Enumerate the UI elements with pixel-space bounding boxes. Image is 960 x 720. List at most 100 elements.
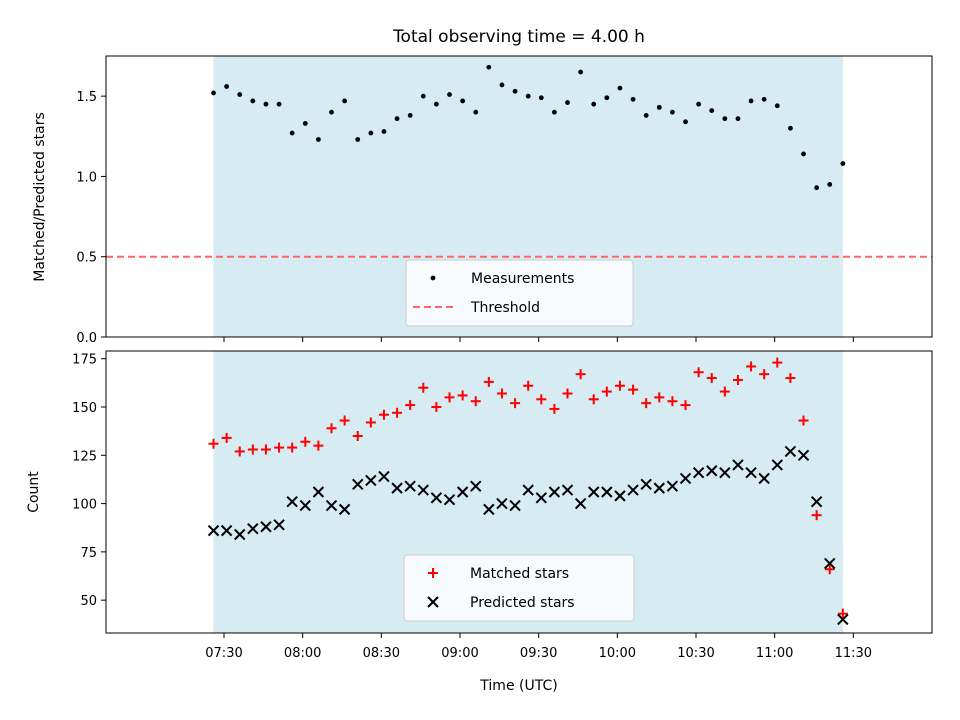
- predicted-point: [522, 484, 534, 496]
- matched-point: [837, 608, 848, 619]
- predicted-point: [391, 482, 403, 494]
- top-dot-point: [591, 101, 597, 107]
- top-dot-point: [670, 109, 675, 115]
- top-dot-point: [656, 104, 662, 110]
- top-dot-point: [801, 151, 806, 157]
- matched-point: [510, 398, 521, 409]
- legend-predicted-label: Predicted stars: [470, 595, 575, 611]
- matched-point: [641, 398, 652, 409]
- bottom-y-tick-label: 50: [80, 594, 97, 609]
- predicted-point: [338, 503, 351, 516]
- predicted-point: [824, 557, 836, 570]
- matched-point: [601, 386, 612, 397]
- predicted-point: [312, 486, 325, 498]
- matched-point: [431, 402, 442, 413]
- legend-threshold-label: Threshold: [470, 300, 540, 316]
- matched-point: [536, 394, 547, 405]
- matched-point: [496, 388, 507, 399]
- x-tick-label: 08:30: [363, 646, 400, 661]
- top-legend: Measurements Threshold: [405, 259, 634, 327]
- predicted-point: [430, 492, 443, 504]
- chart-title: Total observing time = 4.00 h: [392, 27, 645, 47]
- predicted-point-b: [220, 524, 233, 537]
- predicted-point-b: [824, 557, 836, 570]
- top-dot-point: [420, 93, 426, 99]
- top-dot-point: [250, 98, 256, 104]
- matched-point: [313, 440, 324, 451]
- predicted-point: [797, 449, 810, 462]
- matched-point: [523, 380, 534, 391]
- x-tick-label: 11:30: [835, 646, 872, 661]
- predicted-point-b: [548, 486, 561, 498]
- top-dot-point: [512, 88, 518, 94]
- predicted-point: [443, 494, 456, 506]
- top-dot-point: [814, 185, 820, 191]
- predicted-point-b: [483, 503, 495, 516]
- predicted-point-b: [614, 490, 626, 502]
- predicted-point: [404, 480, 416, 492]
- legend-measurements-label: Measurements: [471, 271, 574, 287]
- matched-point: [654, 392, 665, 403]
- predicted-point-b: [207, 524, 220, 537]
- top-dot-point: [748, 98, 754, 104]
- predicted-point: [548, 486, 561, 498]
- matched-point: [575, 369, 586, 380]
- predicted-point-b: [430, 492, 443, 504]
- predicted-point-b: [312, 486, 325, 498]
- predicted-point: [509, 499, 521, 512]
- top-dot-point: [276, 101, 282, 107]
- predicted-point: [260, 521, 272, 533]
- predicted-point-b: [286, 495, 298, 508]
- top-dot-point: [696, 101, 702, 107]
- predicted-point-b: [299, 499, 311, 512]
- predicted-point-b: [247, 522, 259, 535]
- predicted-point: [627, 484, 639, 496]
- top-dot-point: [289, 130, 295, 136]
- predicted-point-b: [797, 449, 810, 462]
- matched-point: [746, 361, 757, 372]
- predicted-point: [234, 528, 246, 541]
- predicted-point-b: [378, 470, 390, 483]
- predicted-point-b: [679, 472, 692, 485]
- predicted-point: [207, 524, 220, 537]
- predicted-point: [535, 492, 547, 504]
- top-dot-point: [774, 103, 780, 109]
- top-dot-point: [237, 92, 243, 97]
- predicted-point-b: [574, 497, 587, 510]
- predicted-point: [640, 478, 652, 490]
- predicted-point-b: [640, 478, 652, 490]
- predicted-point: [614, 490, 626, 502]
- predicted-point-b: [706, 465, 718, 477]
- top-plot-area: 0.0 0.5 1.0 1.5: [76, 55, 933, 346]
- predicted-point-b: [260, 521, 272, 533]
- predicted-point-b: [535, 492, 547, 504]
- predicted-point-b: [522, 484, 534, 496]
- matched-point: [457, 390, 468, 401]
- predicted-point-b: [771, 459, 783, 471]
- predicted-point: [719, 466, 731, 479]
- predicted-point: [365, 474, 377, 487]
- matched-point: [352, 430, 363, 441]
- predicted-point: [325, 499, 338, 512]
- predicted-point: [771, 459, 783, 471]
- matched-point: [365, 417, 376, 428]
- matched-point: [706, 373, 717, 384]
- predicted-point-b: [588, 486, 600, 498]
- x-tick-label: 10:00: [599, 646, 636, 661]
- predicted-point-b: [810, 495, 823, 508]
- predicted-point-b: [692, 466, 705, 479]
- matched-point: [549, 403, 560, 414]
- predicted-point: [247, 522, 259, 535]
- top-dot-point: [604, 95, 610, 101]
- legend-measurements-marker: [430, 275, 436, 281]
- predicted-point: [273, 519, 285, 531]
- x-tick-label: 10:30: [677, 646, 714, 661]
- matched-point: [339, 415, 350, 426]
- bottom-y-tick-label: 150: [72, 401, 97, 416]
- top-dot-point: [617, 85, 623, 91]
- matched-point: [247, 444, 258, 455]
- bottom-y-axis-label: Count: [26, 471, 42, 513]
- predicted-point: [601, 486, 613, 498]
- top-dot-point: [355, 137, 361, 142]
